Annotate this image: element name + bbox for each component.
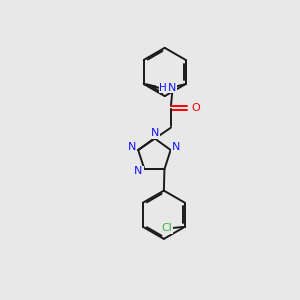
Text: N: N [168,82,177,93]
Text: O: O [191,103,200,112]
Text: H: H [159,82,167,93]
Text: N: N [134,167,143,176]
Text: N: N [128,142,136,152]
Text: Cl: Cl [162,223,172,233]
Text: N: N [172,142,181,152]
Text: N: N [151,128,159,138]
